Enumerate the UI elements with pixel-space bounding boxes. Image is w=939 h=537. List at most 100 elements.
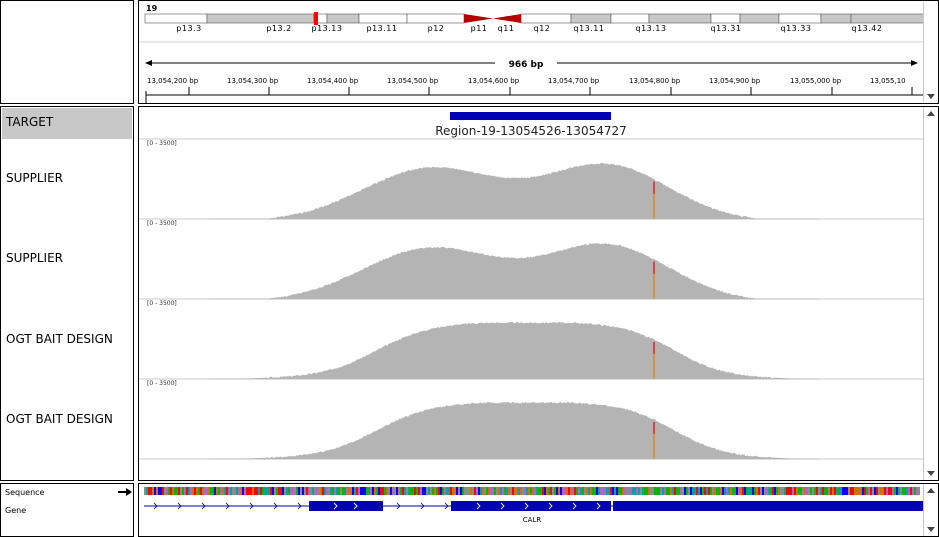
sequence-base — [372, 487, 374, 495]
ideogram-band — [820, 13, 852, 24]
sequence-base — [566, 487, 568, 495]
header-scrollbar[interactable] — [923, 1, 938, 103]
sequence-base — [530, 487, 532, 495]
sequence-base — [238, 487, 240, 495]
sequence-base — [256, 487, 258, 495]
intron-arrow-icon — [153, 502, 158, 510]
sequence-base — [486, 487, 488, 495]
sequence-base — [578, 487, 580, 495]
sequence-base — [912, 487, 914, 495]
scroll-down-icon[interactable] — [927, 471, 935, 476]
sequence-base — [692, 487, 694, 495]
gene-track-label[interactable]: Gene — [5, 506, 27, 515]
sequence-base — [258, 487, 260, 495]
sequence-base — [272, 487, 274, 495]
sequence-base — [358, 487, 360, 495]
sequence-base — [814, 487, 816, 495]
sequence-base — [438, 487, 440, 495]
sequence-base — [806, 487, 808, 495]
target-feature-bar[interactable] — [450, 112, 611, 120]
gene-exon-3[interactable] — [613, 501, 924, 511]
coverage-profile-2[interactable] — [209, 242, 819, 300]
sequence-base — [672, 487, 674, 495]
sequence-base — [788, 487, 790, 495]
scroll-down-icon[interactable] — [927, 94, 935, 99]
sequence-base — [508, 487, 510, 495]
sequence-base — [612, 487, 614, 495]
sequence-base — [564, 487, 566, 495]
sequence-base — [528, 487, 530, 495]
target-track-highlight[interactable] — [2, 108, 132, 139]
scroll-up-icon[interactable] — [927, 488, 935, 493]
intron-arrow-icon — [297, 502, 302, 510]
strand-arrow-icon[interactable] — [117, 487, 133, 497]
sequence-base — [270, 487, 272, 495]
track-name-coverage-3[interactable]: OGT BAIT DESIGN — [6, 332, 113, 346]
current-region-marker[interactable] — [314, 12, 318, 25]
band-label: p13.13 — [312, 24, 343, 33]
track-name-target[interactable]: TARGET — [6, 115, 54, 129]
ideogram-band — [358, 13, 408, 24]
sequence-base — [168, 487, 170, 495]
sequence-base — [760, 487, 762, 495]
sequence-base — [658, 487, 660, 495]
sequence-base — [684, 487, 686, 495]
sequence-base — [728, 487, 730, 495]
coverage-profile-3[interactable] — [209, 321, 819, 380]
sequence-base — [436, 487, 438, 495]
sequence-base — [902, 487, 904, 495]
scroll-down-icon[interactable] — [927, 527, 935, 532]
sequence-base — [248, 487, 250, 495]
sequence-base — [756, 487, 758, 495]
sequence-base — [722, 487, 724, 495]
coverage-profile-1[interactable] — [209, 162, 819, 220]
sequence-base — [734, 487, 736, 495]
exon-arrow-icon — [500, 502, 505, 510]
sequence-base — [632, 487, 634, 495]
band-label: p13.3 — [176, 24, 201, 33]
track-name-coverage-1[interactable]: SUPPLIER — [6, 171, 64, 185]
coverage-range-4: [0 - 3500] — [147, 380, 177, 387]
ruler-tick-label: 13,054,400 bp — [307, 77, 359, 85]
gene-exon-2[interactable] — [451, 501, 611, 511]
sequence-base — [876, 487, 878, 495]
sequence-base — [910, 487, 912, 495]
sequence-base — [466, 487, 468, 495]
sequence-base — [320, 487, 322, 495]
ideogram-band — [206, 13, 315, 24]
sequence-base — [810, 487, 812, 495]
track-name-coverage-2[interactable]: SUPPLIER — [6, 251, 64, 265]
sequence-base — [366, 487, 368, 495]
sequence-base — [454, 487, 456, 495]
scroll-up-icon[interactable] — [927, 111, 935, 116]
sequence-base — [576, 487, 578, 495]
sequence-base — [250, 487, 252, 495]
sequence-base — [420, 487, 422, 495]
sequence-base — [598, 487, 600, 495]
track-name-coverage-4[interactable]: OGT BAIT DESIGN — [6, 412, 113, 426]
ruler-tick-label: 13,055,10 — [870, 77, 906, 85]
sequence-base — [228, 487, 230, 495]
band-label: q13.42 — [852, 24, 883, 33]
sequence-base — [152, 487, 154, 495]
sequence-base — [220, 487, 222, 495]
sequence-base — [558, 487, 560, 495]
sequence-base — [726, 487, 728, 495]
feature-scrollbar[interactable] — [923, 484, 938, 536]
ideogram-ruler[interactable]: 19 p13.3 p13.2 p13.13 p13.11 p12 p11 q11 q12 q13.… — [139, 1, 924, 103]
ruler-tick-label: 13,054,700 bp — [548, 77, 600, 85]
sequence-base — [518, 487, 520, 495]
sequence-base — [230, 487, 232, 495]
sequence-base — [898, 487, 900, 495]
tracks-canvas[interactable]: Region-19-13054526-13054727 — [139, 107, 924, 480]
gene-exon-1[interactable] — [309, 501, 383, 511]
coverage-profile-4[interactable] — [209, 401, 819, 460]
sequence-track-label[interactable]: Sequence — [5, 488, 45, 497]
sequence-base — [642, 487, 644, 495]
feature-canvas[interactable]: CALR — [139, 484, 924, 536]
sequence-base — [676, 487, 678, 495]
sequence-base — [634, 487, 636, 495]
sequence-base — [572, 487, 574, 495]
sequence-base — [510, 487, 512, 495]
tracks-scrollbar[interactable] — [923, 107, 938, 480]
